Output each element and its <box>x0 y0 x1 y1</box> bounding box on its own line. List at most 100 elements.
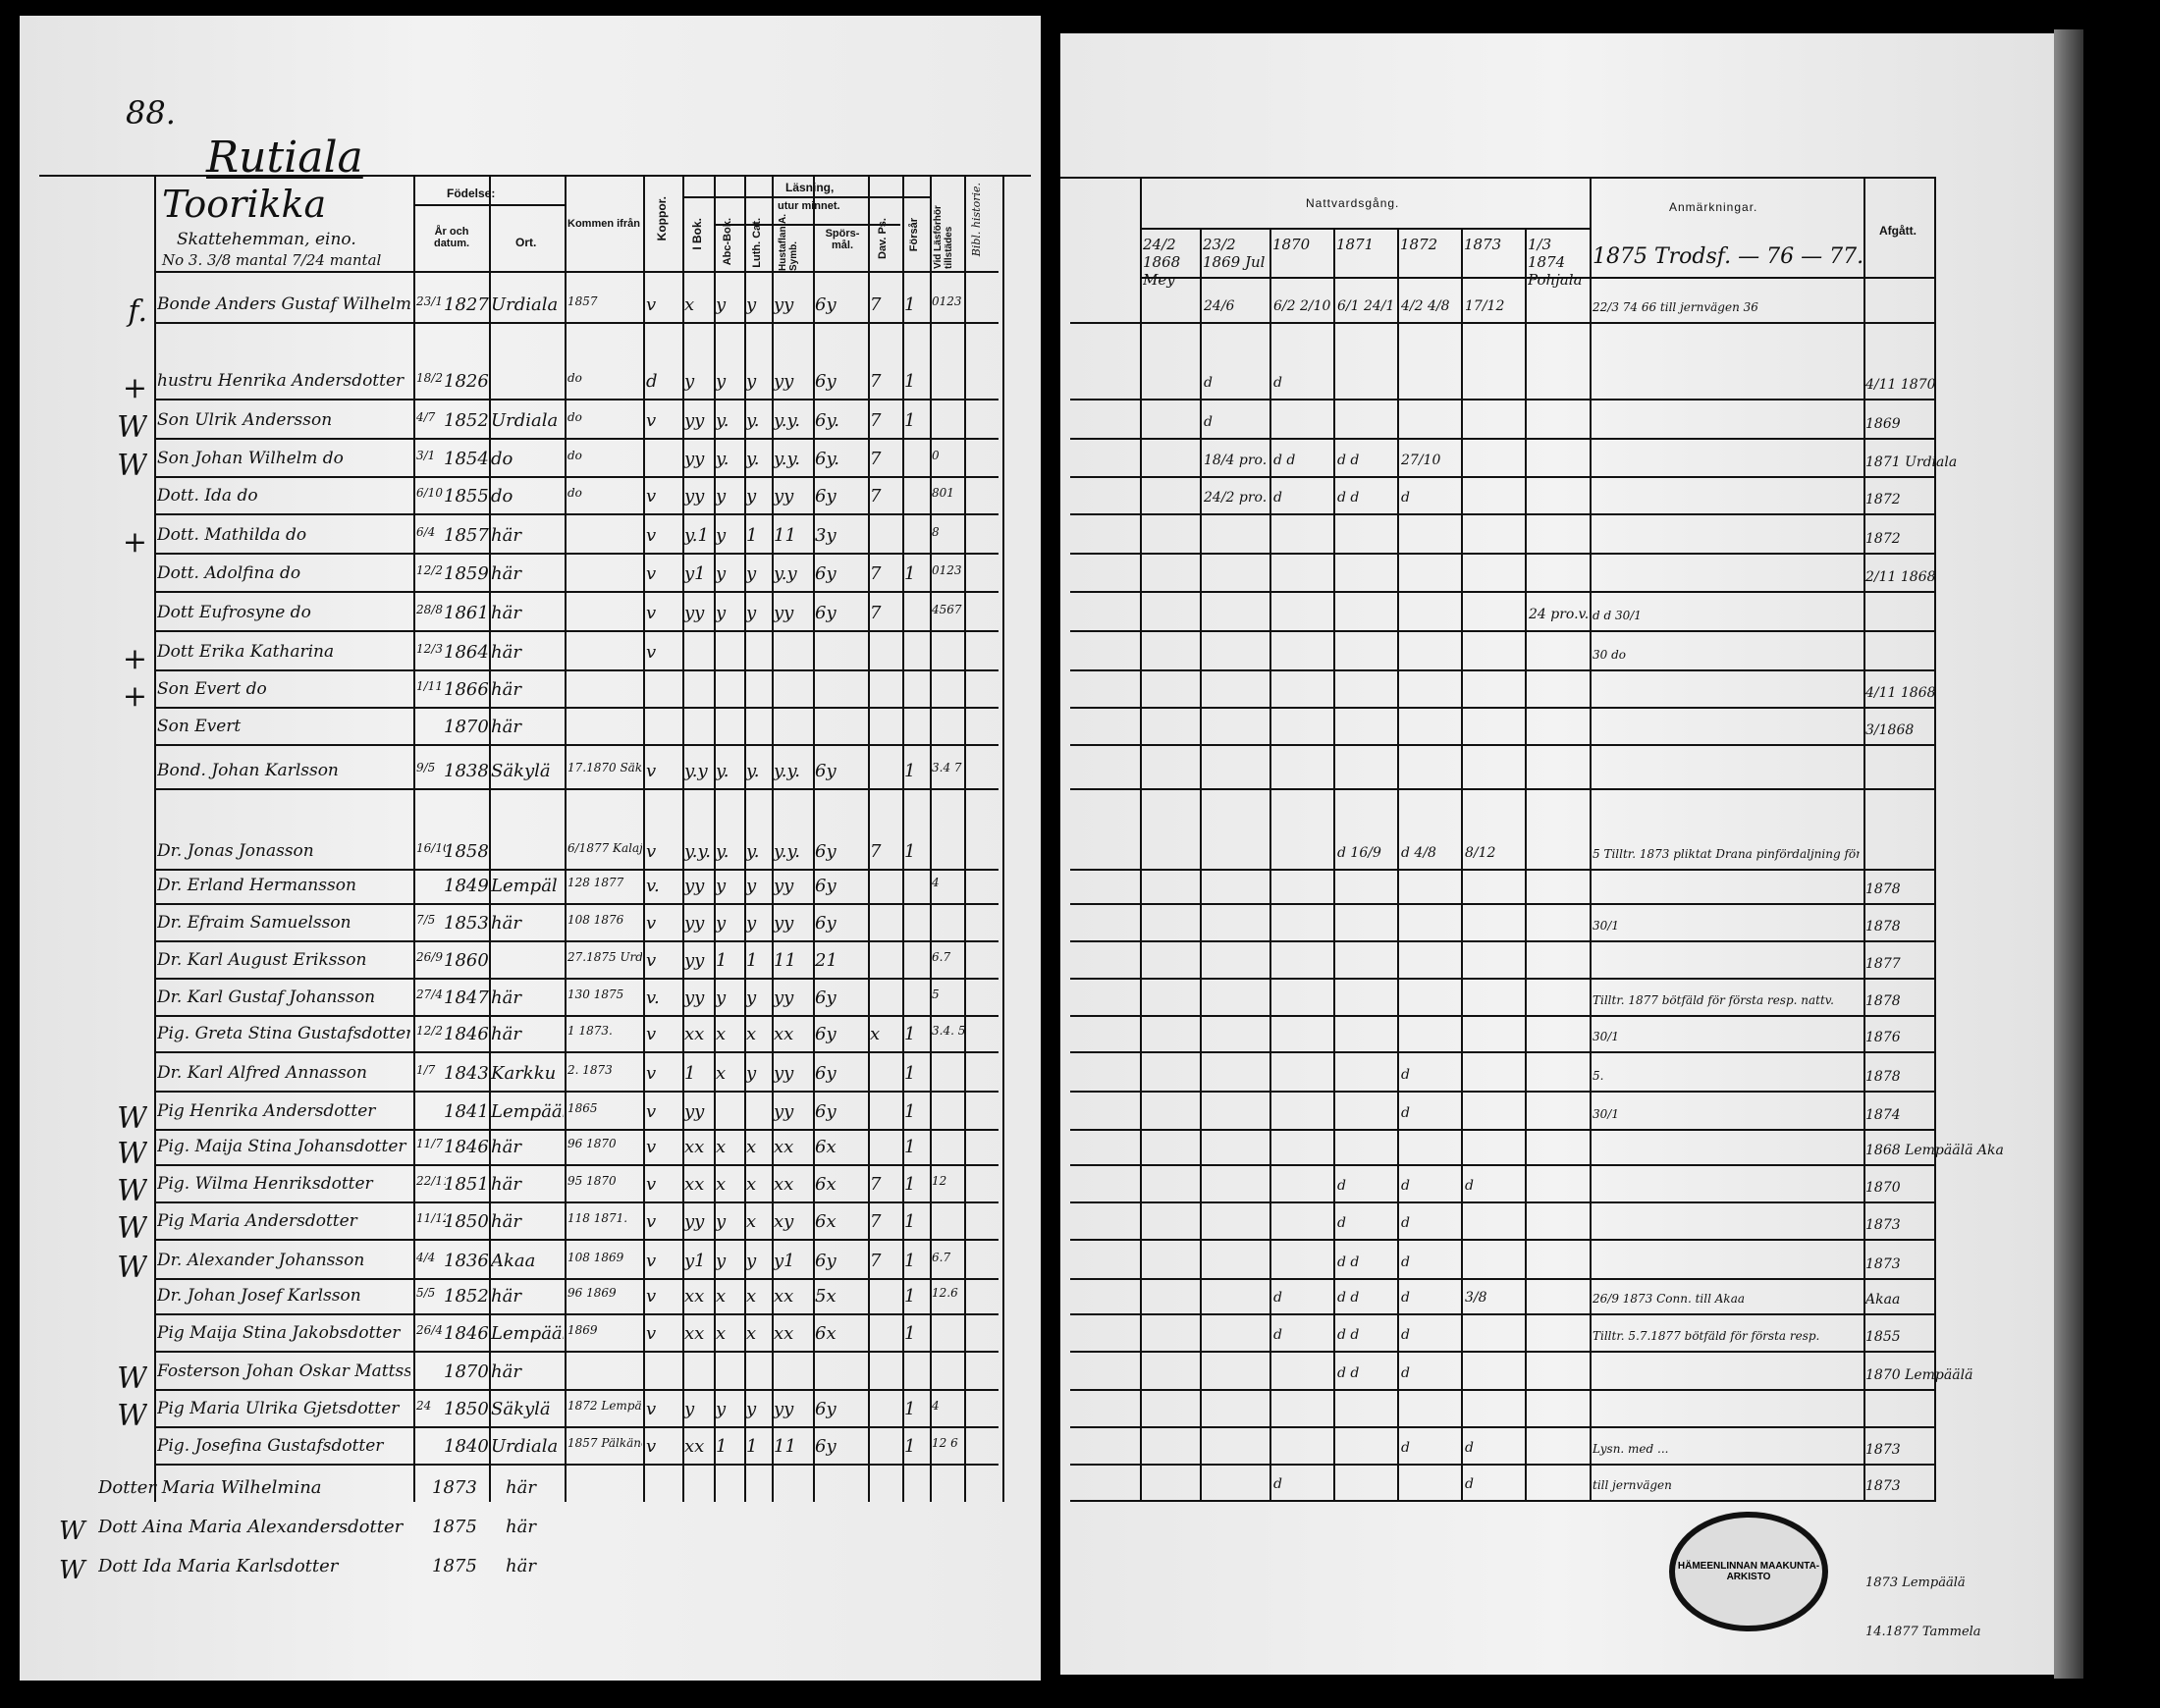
cell-date: 9/5 <box>416 761 436 774</box>
cell-ort: Urdiala <box>491 1436 559 1457</box>
cell-date: 23/1 <box>416 294 443 308</box>
communion-entry: d d <box>1337 490 1360 506</box>
row-rule <box>1070 553 1934 555</box>
cell-afgatt: 2/11 1868 <box>1865 569 1936 585</box>
archive-stamp: HÄMEENLINNAN MAAKUNTA-ARKISTO <box>1669 1512 1828 1631</box>
cell-vid: 4 <box>932 876 940 889</box>
cell-afgatt: 4/11 1868 <box>1865 685 1936 701</box>
village-name: Rutiala <box>206 133 363 183</box>
cell-abc: y <box>716 987 727 1008</box>
cell-spors: 6y <box>815 841 837 862</box>
cell-anm: 30/1 <box>1593 919 1619 933</box>
cell-abc: x <box>716 1063 727 1084</box>
cell-year: 1841 <box>444 1101 489 1122</box>
cell-forsar: 1 <box>904 1137 916 1157</box>
row-rule <box>154 1201 999 1203</box>
cell-koppor: v <box>646 1024 657 1044</box>
cell-dav: x <box>870 1024 881 1044</box>
cell-date: 1/11 <box>416 679 443 693</box>
cell-year: 1843 <box>444 1063 489 1084</box>
cell-luth: y <box>746 1399 757 1419</box>
cell-anm: 5 Tilltr. 1873 pliktat Drana pinfördaljn… <box>1593 847 1860 861</box>
cell-mark: W <box>117 1399 147 1433</box>
cell-koppor: v <box>646 1399 657 1419</box>
farm-number: No 3. 3/8 mantal 7/24 mantal <box>162 251 382 269</box>
cell-date: 18/2 <box>416 371 443 385</box>
cell-husf: y.y. <box>774 410 800 431</box>
cell-from: 1869 <box>567 1323 598 1337</box>
communion-entry: d <box>1401 1290 1410 1306</box>
cell-koppor: v <box>646 1101 657 1122</box>
row-rule <box>154 1051 999 1053</box>
cell-luth: y <box>746 371 757 392</box>
cell-ibok: xx <box>684 1436 705 1457</box>
row-rule <box>154 591 999 593</box>
farm-type: Skattehemman, eino. <box>177 230 356 249</box>
cell-afgatt: 4/11 1870 <box>1865 377 1936 393</box>
cell-name: Dott Eufrosyne do <box>157 603 311 622</box>
cell-date: 12/2 <box>416 563 443 577</box>
row-rule <box>1070 903 1934 905</box>
cell-abc: 1 <box>716 1436 728 1457</box>
cell-koppor: v <box>646 642 657 663</box>
row-rule <box>1140 277 1934 279</box>
cell-ort: Lempäälä <box>491 1101 564 1122</box>
cell-name: Pig. Wilma Henriksdotter <box>157 1174 373 1194</box>
row-rule <box>1070 476 1934 478</box>
communion-entry: d <box>1273 1476 1282 1492</box>
cell-dav: 7 <box>870 449 882 469</box>
cell-year: 1849 <box>444 876 489 896</box>
cell-afgatt: 1855 <box>1865 1329 1901 1345</box>
cell-year: 1846 <box>444 1323 489 1344</box>
cell-koppor: v <box>646 1063 657 1084</box>
cell-spors: 6x <box>815 1174 837 1195</box>
cell-year: 1847 <box>444 987 489 1008</box>
cell-ort: här <box>491 717 521 737</box>
cell-ort: Urdiala <box>491 294 559 315</box>
cell-from: 96 1870 <box>567 1137 617 1150</box>
extra-year: 1875 <box>432 1517 477 1537</box>
communion-entry: d d <box>1337 1290 1360 1306</box>
anmarkningar-years: 1875 Trodsf. — 76 — 77. <box>1593 244 1864 269</box>
cell-afgatt: 1878 <box>1865 1069 1901 1085</box>
cell-ibok: yy <box>684 1211 705 1232</box>
header-ar: År och datum. <box>433 226 470 249</box>
cell-koppor: d <box>646 371 658 392</box>
row-rule <box>154 438 999 440</box>
cell-name: Son Ulrik Andersson <box>157 410 333 430</box>
row-rule <box>1070 1426 1934 1428</box>
cell-afgatt: 1877 <box>1865 956 1901 972</box>
cell-ort: här <box>491 1361 521 1382</box>
row-rule <box>682 196 930 198</box>
cell-spors: 6y <box>815 371 837 392</box>
cell-name: Dr. Karl August Eriksson <box>157 950 367 970</box>
row-rule <box>1070 1389 1934 1391</box>
cell-ort: Lempäl <box>491 876 558 896</box>
cell-luth: x <box>746 1024 757 1044</box>
cell-koppor: v <box>646 913 657 934</box>
communion-entry: d <box>1273 1327 1282 1343</box>
cell-afgatt: Akaa <box>1865 1292 1901 1308</box>
cell-dav: 7 <box>870 294 882 315</box>
cell-abc: y. <box>716 841 729 862</box>
cell-date: 26/9 <box>416 950 443 964</box>
cell-from: 17.1870 Säkomaki <box>567 761 642 774</box>
cell-koppor: v. <box>646 876 660 896</box>
cell-ibok: y.1 <box>684 525 709 546</box>
cell-year: 1870 <box>444 717 489 737</box>
cell-husf: xx <box>774 1286 794 1307</box>
cell-luth: x <box>746 1211 757 1232</box>
cell-spors: 6y <box>815 1063 837 1084</box>
cell-vid: 3.4. 5.6 3 <box>932 1024 964 1038</box>
row-rule <box>154 940 999 942</box>
communion-entry: d <box>1401 1215 1410 1231</box>
cell-ort: här <box>491 1137 521 1157</box>
cell-spors: 6x <box>815 1137 837 1157</box>
cell-from: 1872 Lempäälä <box>567 1399 642 1413</box>
cell-name: Dott Erika Katharina <box>157 642 335 662</box>
cell-date: 11/12 <box>416 1211 446 1225</box>
cell-year: 1864 <box>444 642 489 663</box>
header-afgatt: Afgått. <box>1879 224 1917 238</box>
column-rule <box>868 177 870 1502</box>
cell-date: 6/4 <box>416 525 436 539</box>
